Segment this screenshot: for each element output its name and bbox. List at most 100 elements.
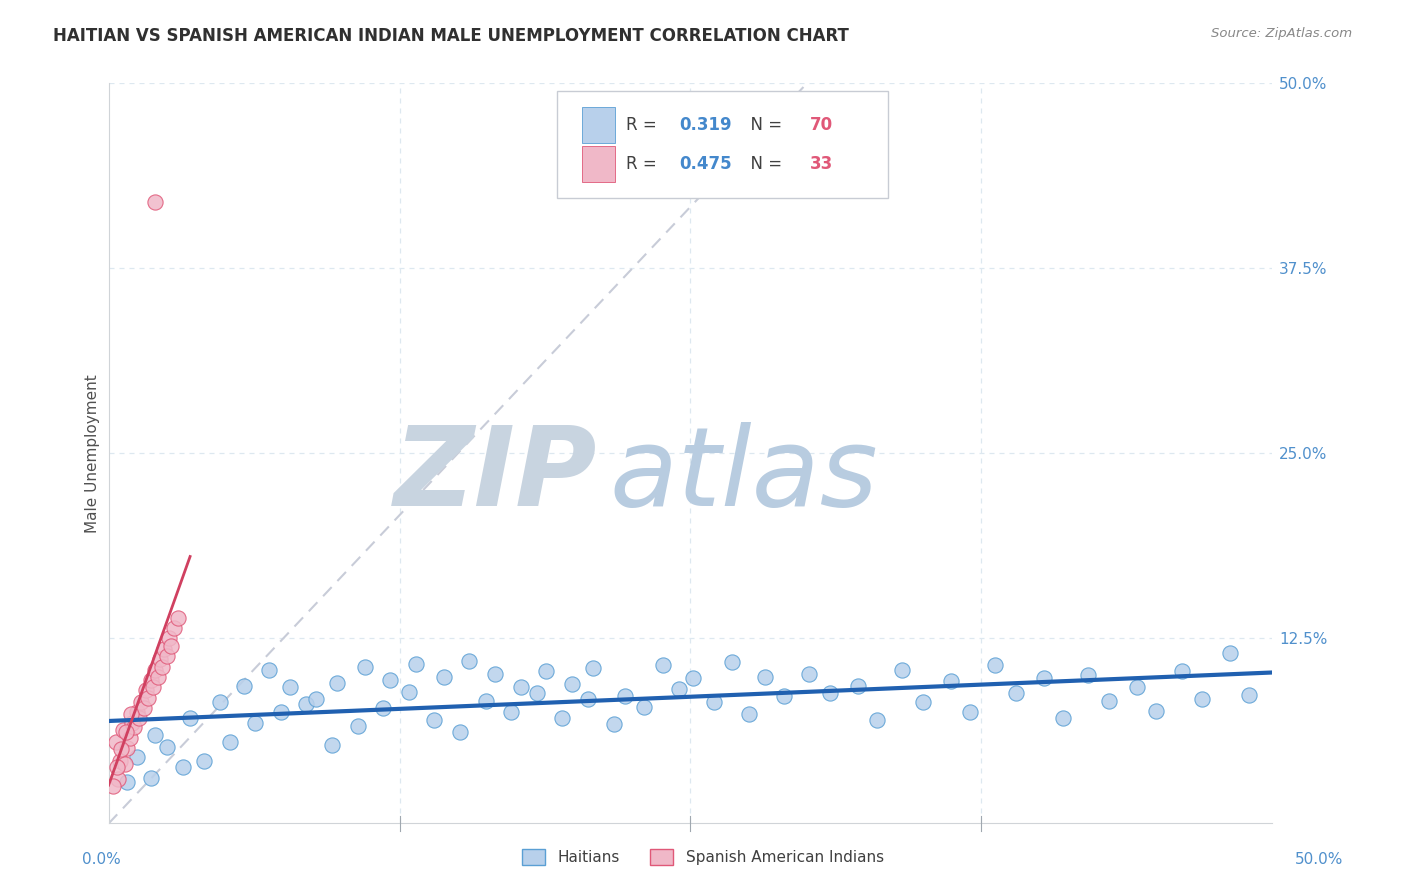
Text: 0.319: 0.319 (679, 116, 731, 134)
Point (576, 692, 599, 706)
Text: N =: N = (741, 155, 787, 173)
Point (111, 723, 134, 738)
Point (167, 611, 190, 625)
Point (232, 679, 254, 693)
Point (891, 663, 914, 677)
Point (139, 673, 162, 687)
Point (172, 760, 194, 774)
Text: N =: N = (741, 116, 787, 134)
Point (668, 681, 690, 696)
Point (193, 754, 215, 768)
Point (120, 706, 142, 721)
Point (114, 757, 136, 772)
Point (353, 659, 375, 673)
Point (501, 706, 523, 720)
Point (209, 695, 232, 709)
Point (143, 194, 166, 209)
Point (846, 679, 869, 693)
Point (561, 677, 583, 691)
Point (150, 659, 173, 673)
Point (122, 720, 145, 734)
FancyBboxPatch shape (582, 107, 614, 143)
Legend: Haitians, Spanish American Indians: Haitians, Spanish American Indians (516, 843, 890, 871)
Point (160, 639, 183, 653)
Text: 70: 70 (810, 116, 834, 134)
Point (257, 663, 280, 677)
Text: 0.0%: 0.0% (82, 852, 121, 867)
Point (1033, 672, 1056, 686)
Point (110, 742, 132, 756)
Point (423, 713, 446, 727)
Point (772, 689, 794, 703)
Point (866, 713, 889, 727)
Point (797, 667, 820, 681)
Point (582, 661, 605, 675)
Point (149, 652, 172, 666)
Point (156, 739, 179, 754)
Point (218, 735, 240, 749)
Point (1052, 711, 1074, 725)
Point (143, 728, 166, 742)
Point (1077, 668, 1099, 682)
Point (754, 670, 776, 684)
Point (633, 699, 655, 714)
FancyBboxPatch shape (557, 91, 889, 198)
Point (129, 695, 152, 709)
Text: R =: R = (627, 155, 662, 173)
Point (682, 672, 704, 686)
Point (737, 706, 759, 721)
Point (405, 657, 427, 671)
Point (125, 750, 148, 764)
Point (121, 715, 143, 730)
Text: 33: 33 (810, 155, 834, 173)
Point (270, 706, 292, 720)
Point (153, 641, 176, 656)
Point (104, 735, 127, 749)
Text: R =: R = (627, 116, 662, 134)
Point (458, 654, 481, 668)
Point (1144, 704, 1167, 718)
Point (142, 681, 165, 695)
Y-axis label: Male Unemployment: Male Unemployment (86, 374, 100, 533)
Point (939, 674, 962, 689)
Point (602, 717, 624, 731)
Point (305, 692, 328, 706)
Point (132, 701, 155, 715)
Point (110, 754, 132, 768)
Point (1126, 681, 1149, 695)
Point (245, 715, 267, 730)
Point (278, 681, 301, 695)
Point (136, 690, 159, 705)
Text: HAITIAN VS SPANISH AMERICAN INDIAN MALE UNEMPLOYMENT CORRELATION CHART: HAITIAN VS SPANISH AMERICAN INDIAN MALE … (53, 27, 849, 45)
Point (551, 711, 574, 725)
Point (117, 775, 139, 789)
Point (1170, 664, 1192, 678)
Point (107, 772, 129, 786)
Point (325, 676, 347, 690)
FancyBboxPatch shape (582, 146, 614, 182)
Point (1191, 692, 1213, 706)
Point (651, 658, 673, 673)
Point (156, 649, 179, 664)
Point (139, 771, 162, 785)
Point (1219, 646, 1241, 660)
Point (118, 731, 141, 745)
Point (321, 738, 343, 752)
Point (526, 686, 548, 700)
Point (125, 706, 148, 720)
Point (1005, 686, 1028, 700)
Point (157, 632, 180, 646)
Point (912, 695, 935, 709)
Text: 50.0%: 50.0% (1295, 852, 1343, 867)
Point (135, 683, 157, 698)
Point (818, 686, 841, 700)
Point (703, 695, 725, 709)
Point (959, 706, 981, 720)
Point (721, 655, 744, 669)
Point (179, 711, 201, 725)
Text: 0.475: 0.475 (679, 155, 731, 173)
Point (373, 701, 395, 715)
Point (128, 711, 150, 725)
Point (143, 663, 166, 677)
Point (534, 664, 557, 678)
